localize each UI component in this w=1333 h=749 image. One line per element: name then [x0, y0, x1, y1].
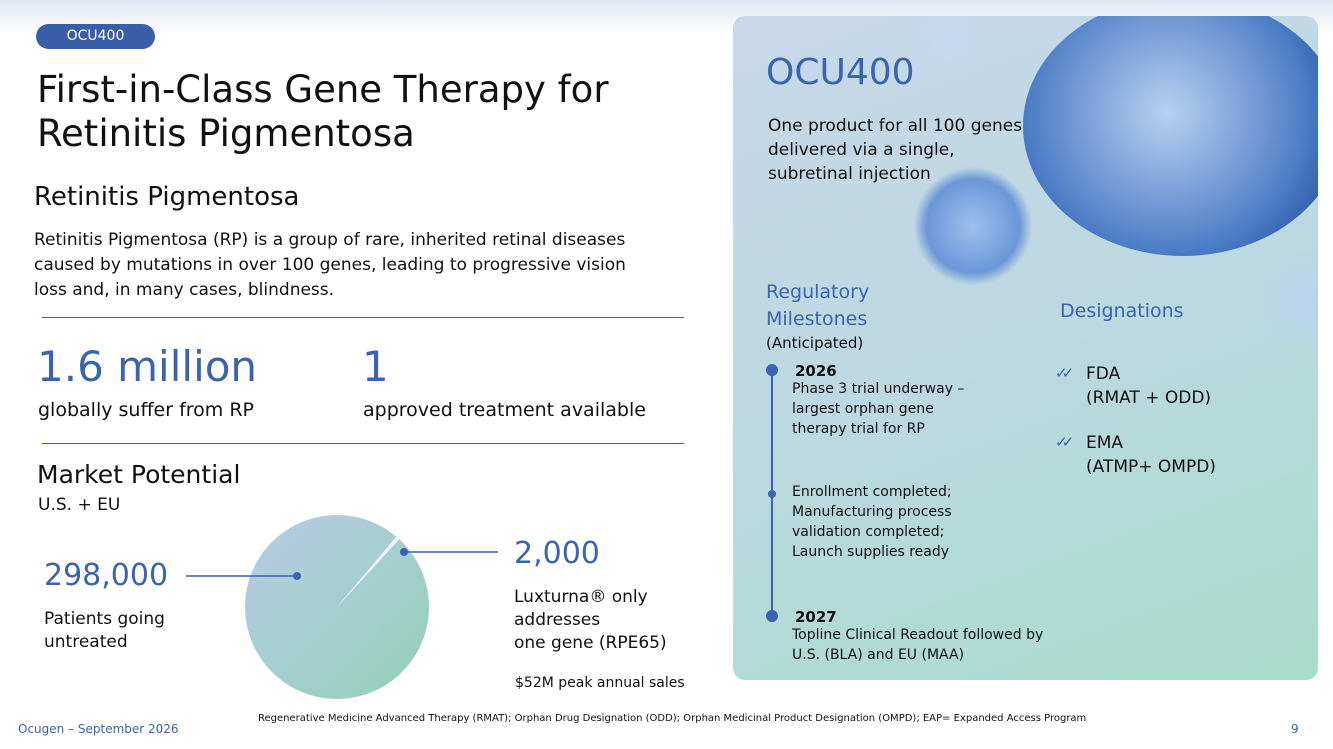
milestone-text: validation completed; [792, 524, 945, 540]
title: First-in-Class Gene Therapy for Retiniti… [37, 68, 609, 156]
check-icon: ✓✓ [1055, 433, 1074, 451]
milestone-text: Phase 3 trial underway – [792, 381, 965, 397]
pie-label: 298,000 [44, 558, 169, 593]
body-line: loss and, in many cases, blindness. [34, 280, 335, 300]
timeline-dot [766, 610, 778, 622]
section-heading: Retinitis Pigmentosa [34, 182, 300, 212]
milestone-text: largest orphan gene [792, 401, 934, 417]
virus-image [893, 16, 1003, 76]
virus-image [1248, 246, 1318, 356]
stat-value: 1 [362, 342, 389, 391]
footer-note: Regenerative Medicine Advanced Therapy (… [258, 713, 1087, 724]
tagline-line: delivered via a single, [768, 140, 955, 160]
leader-dot [400, 548, 408, 556]
heading-line: Regulatory [766, 281, 870, 303]
designation-detail: (ATMP+ OMPD) [1086, 457, 1216, 477]
milestone-text: Manufacturing process [792, 504, 952, 520]
pie-chart [186, 515, 498, 699]
panel [733, 16, 1318, 680]
timeline-dot [766, 364, 778, 376]
stat-label: globally suffer from RP [38, 399, 254, 421]
tag: OCU400 [36, 24, 155, 49]
body-line: caused by mutations in over 100 genes, l… [34, 255, 626, 275]
virus-image [913, 166, 1033, 286]
label-line: one gene (RPE65) [514, 633, 667, 653]
body-line: Retinitis Pigmentosa (RP) is a group of … [34, 230, 626, 250]
designation-agency: FDA [1086, 364, 1121, 384]
pie-label: 2,000 [514, 536, 600, 571]
leader-dot [293, 572, 301, 580]
divider [42, 443, 684, 444]
page-number: 9 [1291, 722, 1299, 736]
milestone-text: Launch supplies ready [792, 544, 950, 560]
market-heading: Market Potential [37, 460, 241, 489]
designation-detail: (RMAT + ODD) [1086, 388, 1212, 408]
designation-agency: EMA [1086, 433, 1124, 453]
market-subheading: U.S. + EU [38, 495, 121, 515]
pie-slice [244, 515, 429, 699]
label-line: addresses [514, 610, 601, 630]
stat-label: approved treatment available [363, 399, 646, 421]
label-line: untreated [44, 632, 128, 652]
designations-heading: Designations [1060, 300, 1184, 322]
stat-value: 1.6 million [37, 342, 258, 391]
milestones-heading: Regulatory Milestones [766, 279, 869, 333]
sales: $52M peak annual sales [515, 675, 685, 691]
tagline-line: One product for all 100 genes [768, 116, 1023, 136]
milestone-year: 2026 [795, 362, 837, 380]
luxturna-label: Luxturna® only addresses one gene (RPE65… [514, 586, 667, 655]
milestones-note: (Anticipated) [766, 334, 864, 352]
virus-image [1023, 16, 1318, 256]
section-body: Retinitis Pigmentosa (RP) is a group of … [34, 228, 626, 303]
untreated-label: Patients going untreated [44, 608, 165, 654]
footer-left: Ocugen – September 2026 [18, 722, 179, 736]
title-line: First-in-Class Gene Therapy for [37, 68, 609, 111]
tagline: One product for all 100 genes delivered … [768, 114, 1022, 186]
panel-title: OCU400 [766, 52, 915, 93]
milestone-year: 2027 [795, 608, 837, 626]
check-icon: ✓✓ [1055, 364, 1074, 382]
heading-line: Milestones [766, 308, 868, 330]
tagline-line: subretinal injection [768, 164, 931, 184]
milestone-text: U.S. (BLA) and EU (MAA) [792, 647, 965, 663]
milestone-text: therapy trial for RP [792, 421, 925, 437]
label-line: Patients going [44, 609, 165, 629]
milestone-text: Enrollment completed; [792, 484, 952, 500]
milestone-text: Topline Clinical Readout followed by [792, 627, 1044, 643]
label-line: Luxturna® only [514, 587, 648, 607]
pie-slice [337, 536, 400, 607]
timeline-dot [768, 490, 776, 498]
title-line: Retinitis Pigmentosa [37, 112, 415, 155]
divider [42, 317, 684, 318]
